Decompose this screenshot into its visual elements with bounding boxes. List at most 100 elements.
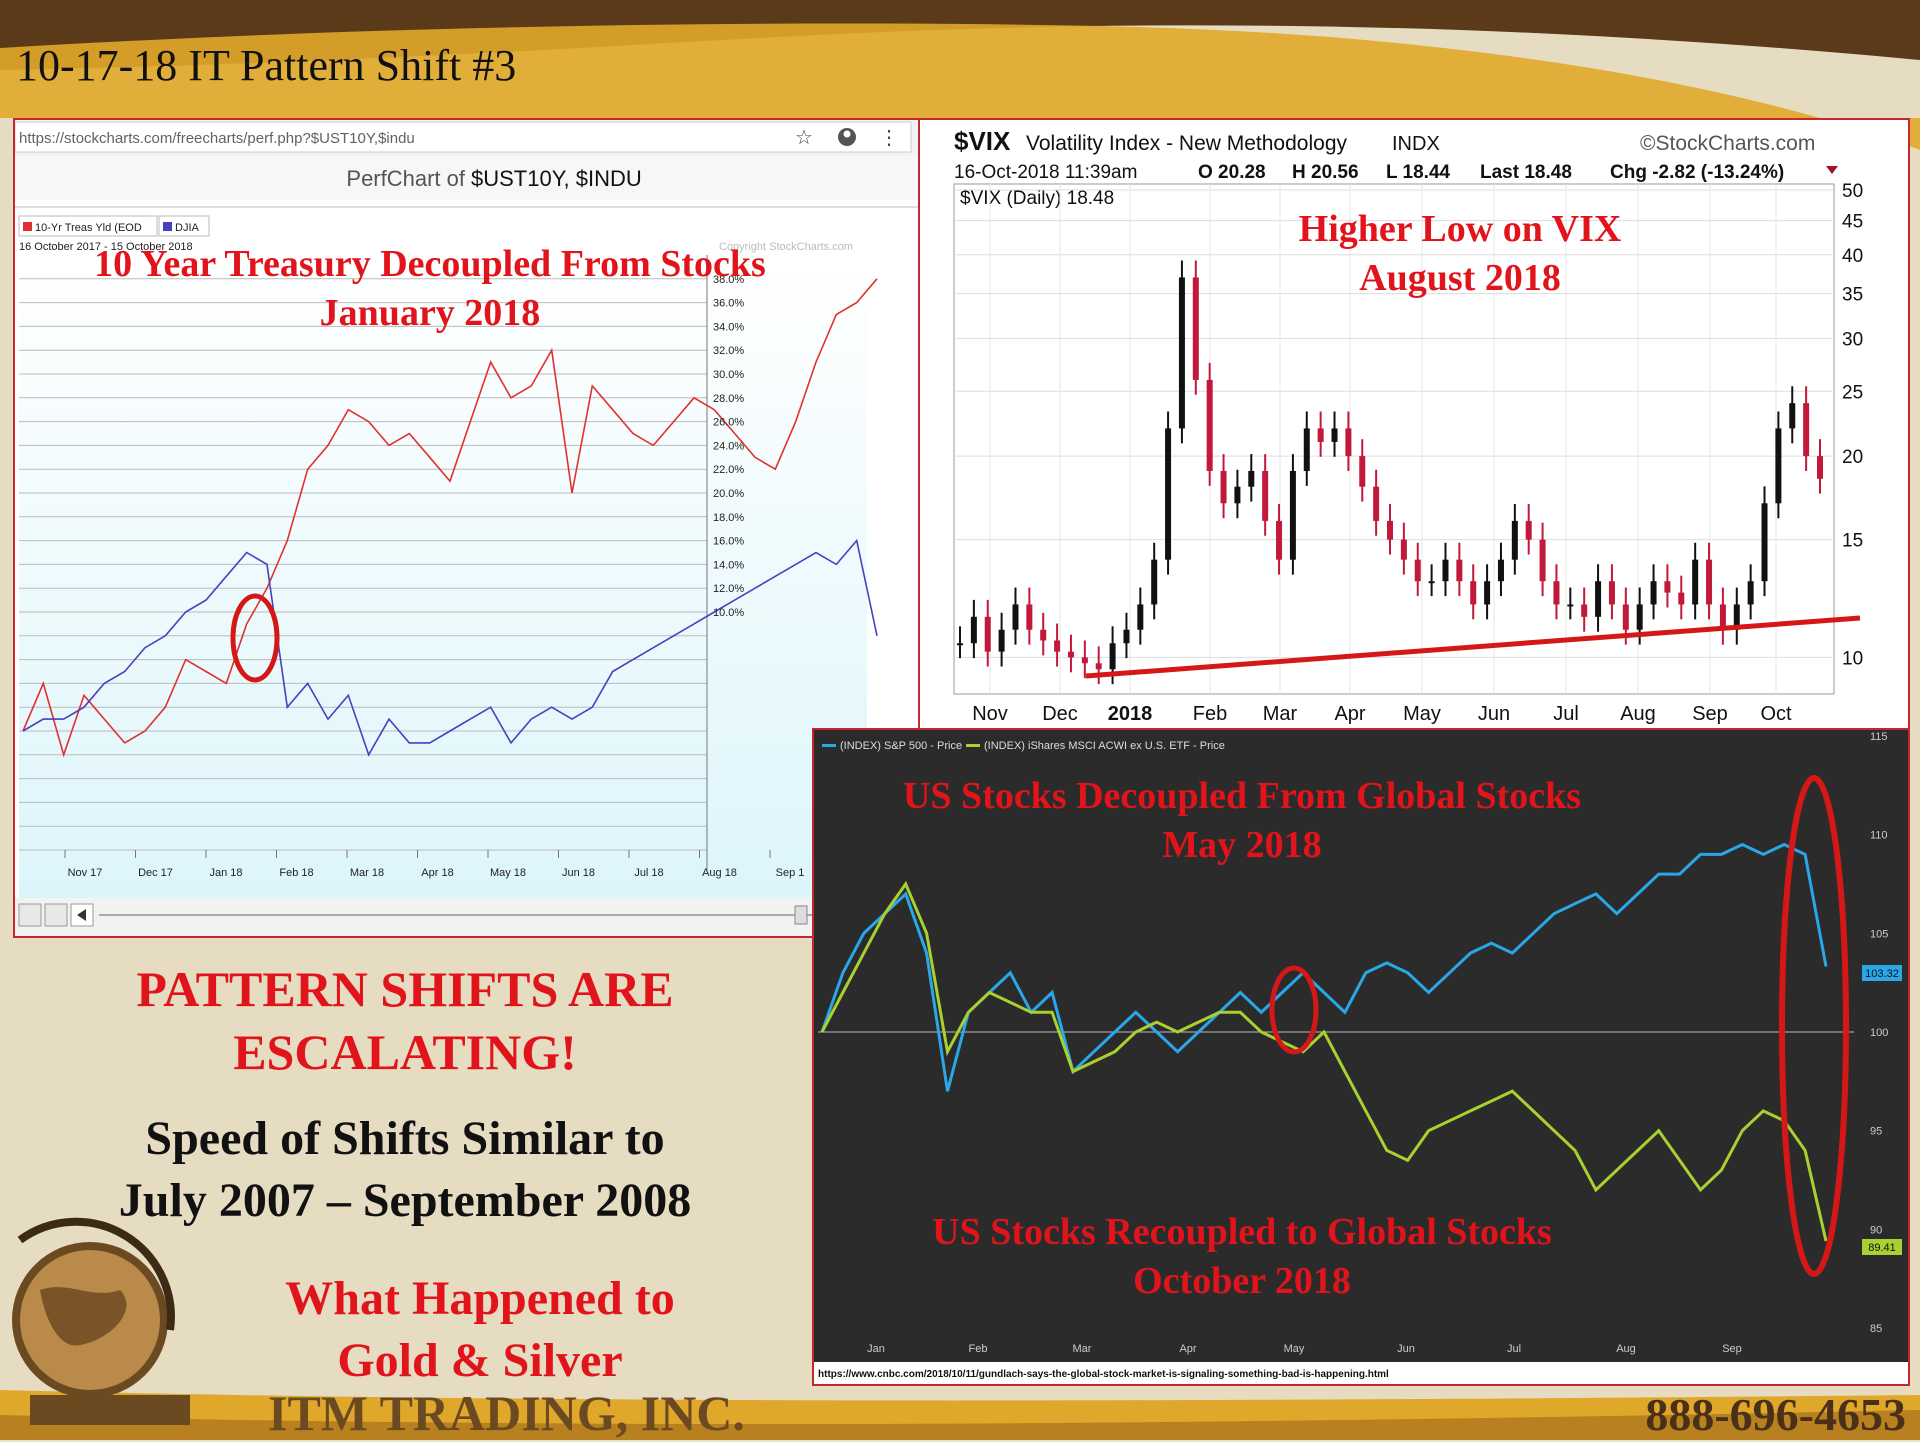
cnbc-x-tick: Apr: [1179, 1343, 1196, 1355]
vix-high: H 20.56: [1292, 162, 1359, 183]
vix-candle: [1539, 539, 1546, 582]
headline: PATTERN SHIFTS ARE ESCALATING!: [136, 961, 674, 1080]
perf-y-tick: 30.0%: [713, 369, 744, 381]
perf-title-prefix: PerfChart of: [346, 166, 465, 191]
vix-candle: [1095, 663, 1102, 670]
vix-support-trendline: [1085, 615, 1861, 679]
cnbc-annotation-bottom: US Stocks Recoupled to Global Stocks Oct…: [932, 1211, 1552, 1303]
acwi-last-badge: [1862, 1239, 1902, 1255]
slider-handle[interactable]: [794, 905, 808, 925]
source-url: https://www.cnbc.com/2018/10/11/gundlach…: [818, 1369, 1389, 1380]
vix-candle: [1664, 581, 1671, 593]
vix-candle: [1414, 559, 1421, 582]
vix-candle: [1317, 428, 1324, 442]
vix-candle: [1706, 559, 1713, 605]
date-range-slider[interactable]: [99, 914, 813, 916]
vix-candle: [1525, 520, 1532, 540]
vix-candle: [1248, 470, 1255, 487]
cnbc-y-tick: 85: [1870, 1323, 1882, 1335]
cnbc-x-tick: Jun: [1397, 1343, 1415, 1355]
perf-y-tick: 20.0%: [713, 488, 744, 500]
menu-dots-icon[interactable]: ⋮: [879, 127, 899, 149]
cnbc-y-tick: 105: [1870, 928, 1888, 940]
vix-candle: [1761, 503, 1768, 582]
vix-candle: [1567, 604, 1574, 607]
cnbc-x-tick: Jul: [1507, 1343, 1521, 1355]
perf-x-tick: Nov 17: [68, 867, 103, 879]
sp500-last-badge: [1862, 965, 1902, 981]
vix-name: Volatility Index - New Methodology: [1026, 132, 1347, 155]
vix-candle: [1497, 559, 1504, 582]
perf-x-tick: Jul 18: [634, 867, 663, 879]
vix-x-tick: 2018: [1108, 703, 1153, 725]
vix-series-label: $VIX (Daily) 18.48: [960, 188, 1114, 209]
vix-candle: [1608, 581, 1615, 605]
down-arrow-icon: [1826, 166, 1838, 174]
vix-timestamp: 16-Oct-2018 11:39am: [954, 162, 1137, 183]
vix-candle: [1553, 581, 1560, 605]
line-chart-toggle-icon[interactable]: [18, 903, 42, 927]
cnbc-svg: (INDEX) S&P 500 - Price (INDEX) iShares …: [814, 730, 1908, 1384]
vix-symbol: $VIX: [954, 126, 1011, 156]
cnbc-y-tick: 95: [1870, 1126, 1882, 1138]
vix-y-tick: 10: [1842, 648, 1863, 669]
cnbc-x-tick: May: [1284, 1343, 1305, 1355]
perf-y-tick: 28.0%: [713, 393, 744, 405]
cnbc-y-tick: 100: [1870, 1027, 1888, 1039]
vix-candle: [1747, 581, 1754, 605]
star-icon[interactable]: ☆: [795, 127, 813, 149]
vix-candle: [998, 629, 1005, 652]
svg-text:☆: ☆: [795, 127, 813, 149]
perf-y-tick: 32.0%: [713, 345, 744, 357]
perfchart-svg: https://stockcharts.com/freecharts/perf.…: [15, 120, 919, 936]
vix-y-tick: 50: [1842, 181, 1863, 202]
cnbc-x-tick: Jan: [867, 1343, 885, 1355]
vix-last: Last 18.48: [1480, 162, 1572, 183]
gold-silver-question: What Happened to Gold & Silver: [285, 1272, 675, 1388]
cnbc-y-tick: 90: [1870, 1224, 1882, 1236]
vix-candle: [1442, 559, 1449, 582]
perf-x-tick: Mar 18: [350, 867, 384, 879]
vix-y-tick: 35: [1842, 285, 1863, 306]
perf-x-tick: Sep 1: [776, 867, 805, 879]
vix-candle: [1373, 486, 1380, 521]
vix-candle: [1137, 604, 1144, 630]
vix-candle: [1789, 403, 1796, 429]
account-icon[interactable]: [838, 128, 856, 146]
legend-treasury: 10-Yr Treas Yld (EOD: [35, 222, 142, 234]
url-bar[interactable]: https://stockcharts.com/freecharts/perf.…: [19, 130, 415, 147]
treasury-yield-line: [22, 278, 878, 758]
perf-y-tick: 18.0%: [713, 512, 744, 524]
acwi-last-value: 89.41: [1868, 1242, 1896, 1254]
vix-candle: [1289, 470, 1296, 560]
perf-x-tick: Apr 18: [421, 867, 453, 879]
perfchart-panel: https://stockcharts.com/freecharts/perf.…: [13, 118, 921, 938]
svg-text:⋮: ⋮: [879, 127, 899, 149]
vix-x-tick: Oct: [1760, 703, 1792, 725]
vix-x-tick: Mar: [1263, 703, 1298, 725]
vix-candle: [1054, 640, 1061, 652]
vix-candle: [1719, 604, 1726, 630]
vix-candle: [1081, 657, 1088, 664]
may-highlight-ellipse: [1269, 965, 1319, 1055]
vix-candle: [1220, 470, 1227, 504]
perf-x-tick: Feb 18: [279, 867, 313, 879]
vix-candle: [1470, 581, 1477, 605]
vix-candle: [1456, 559, 1463, 582]
cnbc-x-tick: Feb: [969, 1343, 988, 1355]
vix-candle: [1151, 559, 1158, 605]
vix-y-tick: 40: [1842, 246, 1863, 267]
djia-line: [22, 538, 878, 757]
vix-candle: [1595, 581, 1602, 617]
subline: Speed of Shifts Similar to July 2007 – S…: [118, 1112, 692, 1228]
cnbc-panel: (INDEX) S&P 500 - Price (INDEX) iShares …: [812, 728, 1910, 1386]
vix-brand: ©StockCharts.com: [1640, 132, 1815, 155]
vix-candle: [1040, 629, 1047, 641]
bar-chart-toggle-icon[interactable]: [44, 903, 68, 927]
perf-y-tick: 12.0%: [713, 583, 744, 595]
legend-sp500: (INDEX) S&P 500 - Price: [840, 740, 962, 752]
vix-x-tick: Nov: [972, 703, 1008, 725]
vix-candle: [1276, 520, 1283, 560]
vix-candle: [1692, 559, 1699, 605]
vix-candle: [1636, 604, 1643, 630]
